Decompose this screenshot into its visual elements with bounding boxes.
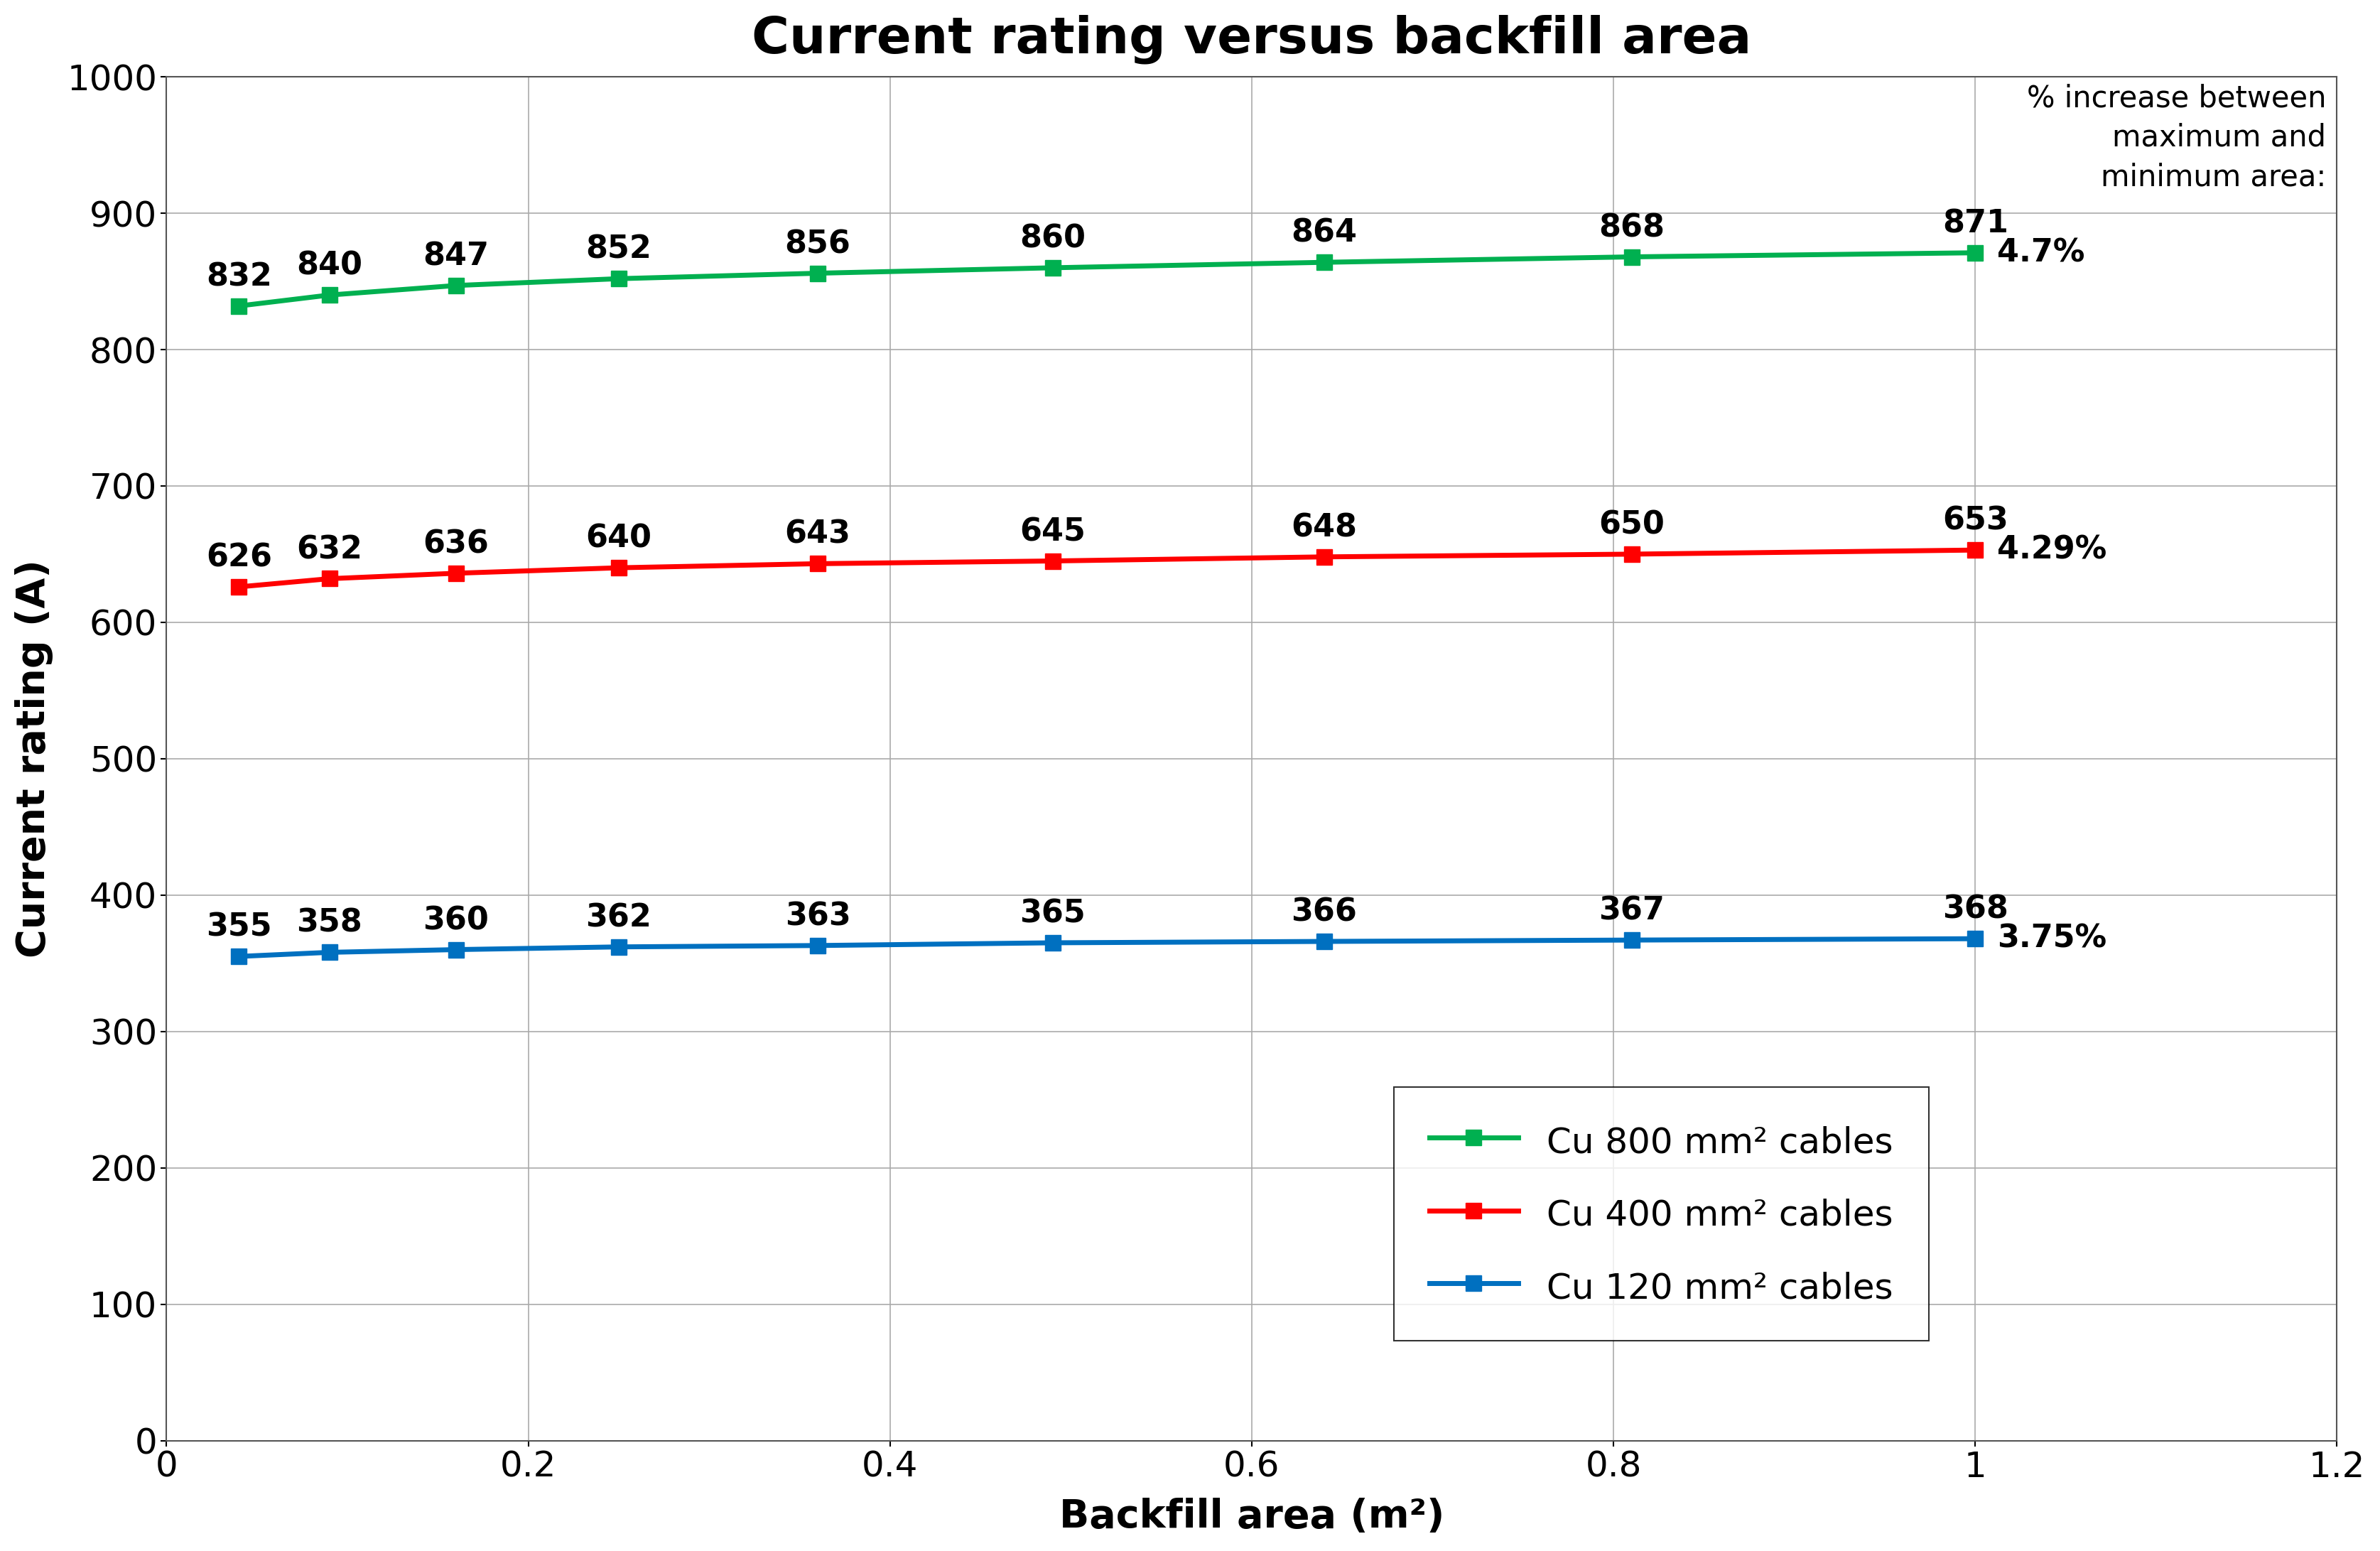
Cu 400 mm² cables: [1038, 552, 1066, 571]
Cu 400 mm² cables: [804, 554, 833, 572]
Line: Cu 400 mm² cables: Cu 400 mm² cables: [231, 543, 1983, 594]
Cu 120 mm² cables: [1038, 934, 1066, 952]
Text: 648: 648: [1290, 512, 1357, 543]
Cu 120 mm² cables: [314, 943, 343, 962]
Cu 800 mm² cables: [804, 264, 833, 282]
Text: 362: 362: [585, 903, 652, 934]
Cu 400 mm² cables: [1309, 548, 1338, 566]
Line: Cu 800 mm² cables: Cu 800 mm² cables: [231, 245, 1983, 313]
Text: 626: 626: [207, 543, 271, 572]
Text: 636: 636: [424, 529, 488, 560]
Cu 400 mm² cables: [1961, 541, 1990, 560]
Cu 120 mm² cables: [1961, 929, 1990, 948]
Text: 643: 643: [785, 520, 850, 551]
Text: 847: 847: [424, 240, 488, 271]
Cu 120 mm² cables: [1618, 931, 1647, 949]
Text: 368: 368: [1942, 895, 2009, 924]
Text: 856: 856: [785, 230, 850, 259]
Cu 800 mm² cables: [605, 270, 633, 288]
Text: 4.7%: 4.7%: [1997, 237, 2085, 268]
Text: 366: 366: [1290, 896, 1357, 927]
Text: 864: 864: [1290, 219, 1357, 248]
Text: 868: 868: [1599, 212, 1664, 244]
Text: 832: 832: [207, 262, 271, 292]
Cu 400 mm² cables: [314, 569, 343, 588]
Cu 120 mm² cables: [605, 937, 633, 955]
Text: 860: 860: [1019, 223, 1085, 254]
Text: % increase between
maximum and
minimum area:: % increase between maximum and minimum a…: [2028, 84, 2325, 192]
Text: 3.75%: 3.75%: [1997, 923, 2106, 954]
Cu 400 mm² cables: [443, 565, 471, 583]
Cu 800 mm² cables: [1309, 253, 1338, 271]
Text: 871: 871: [1942, 208, 2009, 239]
Cu 400 mm² cables: [224, 577, 252, 596]
Cu 800 mm² cables: [1618, 248, 1647, 267]
Cu 800 mm² cables: [1038, 259, 1066, 278]
Legend: Cu 800 mm² cables, Cu 400 mm² cables, Cu 120 mm² cables: Cu 800 mm² cables, Cu 400 mm² cables, Cu…: [1395, 1087, 1928, 1342]
Text: 650: 650: [1599, 510, 1664, 540]
Text: 367: 367: [1599, 895, 1664, 926]
Cu 120 mm² cables: [1309, 932, 1338, 951]
Cu 120 mm² cables: [443, 940, 471, 959]
Text: 840: 840: [298, 251, 362, 281]
Text: 852: 852: [585, 234, 652, 265]
Cu 120 mm² cables: [224, 948, 252, 966]
Cu 800 mm² cables: [224, 296, 252, 315]
Cu 800 mm² cables: [1961, 244, 1990, 262]
Cu 800 mm² cables: [314, 285, 343, 304]
Text: 653: 653: [1942, 506, 2009, 537]
Cu 120 mm² cables: [804, 937, 833, 955]
Text: 360: 360: [424, 906, 488, 935]
X-axis label: Backfill area (m²): Backfill area (m²): [1059, 1498, 1445, 1535]
Text: 645: 645: [1021, 516, 1085, 548]
Cu 400 mm² cables: [1618, 544, 1647, 563]
Y-axis label: Current rating (A): Current rating (A): [14, 560, 52, 959]
Text: 365: 365: [1021, 898, 1085, 929]
Cu 800 mm² cables: [443, 276, 471, 295]
Text: 363: 363: [785, 901, 850, 932]
Text: 640: 640: [585, 523, 652, 554]
Text: 632: 632: [298, 535, 362, 565]
Text: 355: 355: [207, 912, 271, 943]
Text: 4.29%: 4.29%: [1997, 535, 2106, 565]
Line: Cu 120 mm² cables: Cu 120 mm² cables: [231, 931, 1983, 965]
Title: Current rating versus backfill area: Current rating versus backfill area: [752, 16, 1752, 64]
Text: 358: 358: [298, 907, 362, 938]
Cu 400 mm² cables: [605, 558, 633, 577]
